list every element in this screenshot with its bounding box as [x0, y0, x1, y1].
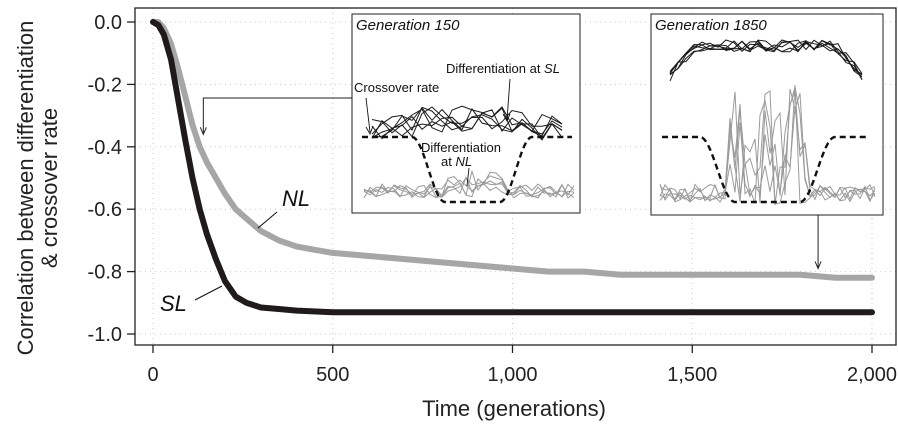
- inset-1850-black-line-0: [669, 39, 863, 80]
- axes: 0 500 1,000 1,500 2,000 0.0 -0.2 -0.4 -0.6 -0.8 -1…: [88, 12, 898, 386]
- x-tick-label-3: 1,500: [667, 364, 717, 386]
- series-label-nl-leader: [257, 211, 278, 229]
- series-line-nl: [150, 19, 875, 281]
- inset-1850-differentiation-lines: [659, 85, 876, 205]
- inset-150-crossover-rate-curve: [362, 135, 572, 204]
- inset-150-frame: [351, 13, 581, 214]
- inset-150-pointer-line: [202, 97, 352, 135]
- inset-150-black-line-3: [371, 107, 563, 139]
- y-tick-label-4: -0.8: [88, 262, 122, 284]
- inset-1850-grey-line-4: [659, 90, 876, 202]
- inset-1850-sl-lines: [669, 39, 863, 82]
- inset-150-diff-sl-arrow: [506, 78, 511, 121]
- y-tick-label-1: -0.2: [88, 74, 122, 96]
- inset-1850-black-line-5: [669, 39, 863, 76]
- inset-150-crossover-arrow: [365, 97, 371, 133]
- inset-150-grey-line-3: [363, 175, 575, 199]
- inset-150-differentiation-lines: [363, 169, 575, 199]
- inset-150-title: Generation 150: [356, 17, 460, 34]
- inset-1850-pointer: [814, 215, 822, 270]
- inset-150-grey-line-0: [363, 169, 575, 198]
- series-label-sl-leader: [194, 285, 223, 301]
- x-tick-label-0: 0: [147, 364, 158, 386]
- inset-150-pointer: [199, 97, 352, 136]
- inset-150-grey-line-1: [363, 171, 575, 199]
- inset-generation-1850: Generation 1850: [650, 13, 884, 216]
- inset-1850-grey-line-3: [659, 86, 876, 205]
- inset-150-crossover-label: Crossover rate: [354, 80, 439, 95]
- inset-150-black-line-5: [371, 105, 563, 140]
- inset-1850-pointer-head: [814, 261, 822, 270]
- y-tick-label-5: -1.0: [88, 324, 122, 346]
- series-line-sl: [150, 19, 875, 316]
- x-tick-label-2: 1,000: [487, 364, 537, 386]
- series-label-nl: NL: [282, 186, 310, 211]
- inset-150-sl-lines: [371, 105, 563, 141]
- y-tick-label-2: -0.4: [88, 137, 122, 159]
- inset-150-grey-line-2: [363, 176, 575, 199]
- inset-150-grey-line-4: [363, 176, 575, 199]
- inset-1850-grey-line-1: [659, 88, 876, 204]
- inset-generation-150: Generation 150 Crossover rate Differenti…: [351, 13, 581, 214]
- inset-150-diff-nl-arrow: [466, 167, 470, 187]
- inset-150-diff-nl-label-line2: at NL: [441, 154, 472, 169]
- plot-frame: [134, 7, 897, 346]
- inset-150-diff-sl-arrowhead: [502, 113, 511, 123]
- x-tick-label-1: 500: [316, 364, 349, 386]
- y-axis-title-line2: & crossover rate: [37, 108, 62, 268]
- inset-150-diff-sl-label: Differentiation at SL: [446, 61, 560, 76]
- y-tick-label-3: -0.6: [88, 199, 122, 221]
- y-axis-title-line1: Correlation between differentiation: [13, 21, 38, 356]
- x-tick-label-4: 2,000: [847, 364, 897, 386]
- series-label-sl: SL: [160, 291, 187, 316]
- series-layer: [150, 19, 875, 316]
- inset-150-diff-nl-label-line1: Differentiation: [421, 140, 501, 155]
- x-axis-title: Time (generations): [422, 396, 606, 421]
- inset-150-crossover-arrowhead: [365, 125, 374, 136]
- inset-1850-title: Generation 1850: [655, 17, 767, 34]
- inset-1850-crossover-rate-curve: [662, 135, 868, 204]
- inset-1850-frame: [650, 13, 884, 216]
- inset-150-black-line-4: [371, 114, 563, 141]
- y-tick-label-0: 0.0: [94, 12, 122, 34]
- inset-150-pointer-head: [199, 127, 207, 136]
